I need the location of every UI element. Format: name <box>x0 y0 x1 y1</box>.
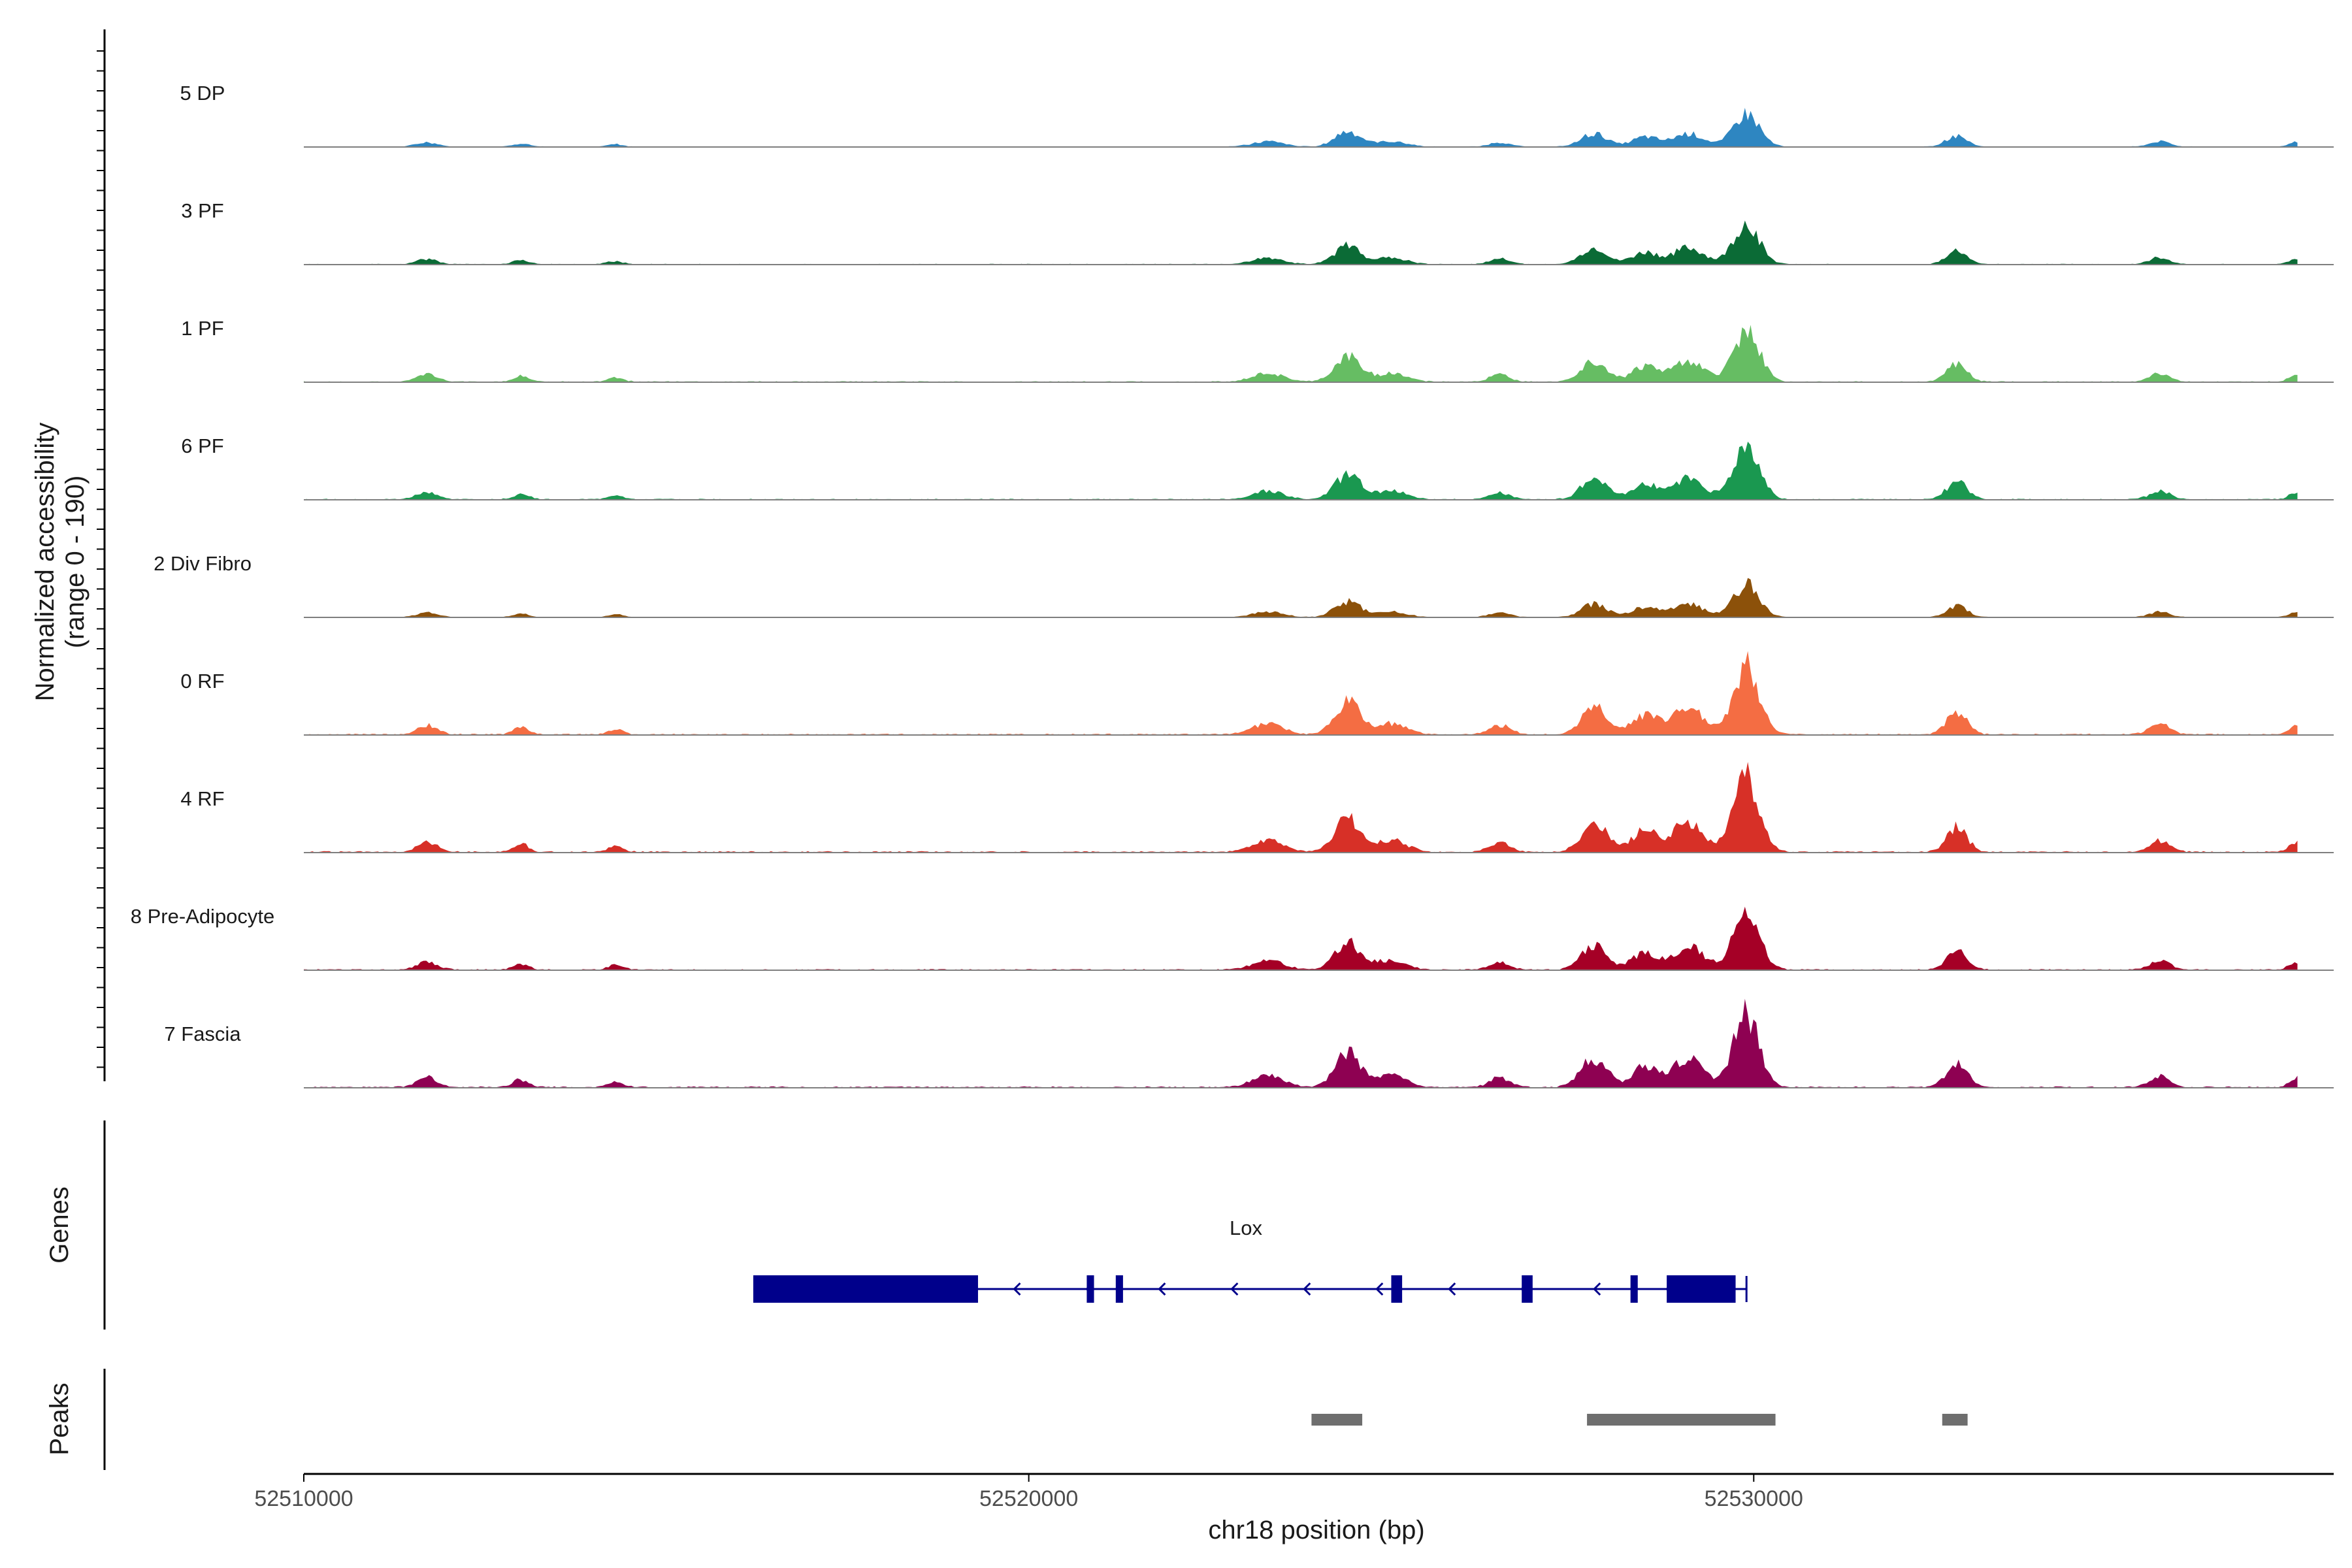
gene-exon <box>1086 1275 1094 1303</box>
y-axis-title: Normalized accessibility (range 0 - 190) <box>31 423 90 702</box>
track-6-pf: 6 PF <box>181 434 2334 500</box>
track-label: 1 PF <box>181 317 223 340</box>
track-label: 8 Pre-Adipocyte <box>131 905 275 928</box>
peaks-panel-title: Peaks <box>45 1382 74 1455</box>
strand-arrow <box>1158 1282 1166 1296</box>
peak-bar <box>1587 1414 1776 1426</box>
gene-model <box>753 1275 1748 1303</box>
gene-exon <box>1391 1275 1403 1303</box>
track-signal <box>304 325 2298 382</box>
track-label: 5 DP <box>180 82 225 105</box>
peak-bar <box>1311 1414 1363 1426</box>
track-label: 3 PF <box>181 199 223 222</box>
track-signal <box>304 108 2298 147</box>
track-signal <box>304 578 2298 617</box>
track-label: 7 Fascia <box>164 1022 241 1045</box>
strand-arrow <box>1375 1282 1384 1296</box>
track-signal <box>304 651 2298 735</box>
track-5-dp: 5 DP <box>180 82 2334 148</box>
gene-exon <box>753 1275 978 1303</box>
track-signal <box>304 906 2298 970</box>
gene-label: Lox <box>1230 1217 1262 1239</box>
x-axis-title: chr18 position (bp) <box>1208 1516 1424 1544</box>
track-label: 0 RF <box>180 670 224 693</box>
track-label: 2 Div Fibro <box>154 552 252 575</box>
track-2-div-fibro: 2 Div Fibro <box>154 552 2334 618</box>
gene-exon <box>1667 1275 1736 1303</box>
track-0-rf: 0 RF <box>180 651 2334 736</box>
track-label: 6 PF <box>181 434 223 457</box>
track-3-pf: 3 PF <box>181 199 2334 265</box>
x-tick-label: 52530000 <box>1705 1486 1803 1511</box>
x-axis: chr18 position (bp) 52510000 52520000 5253… <box>254 1473 2334 1544</box>
genes-panel-title: Genes <box>45 1186 74 1264</box>
track-4-rf: 4 RF <box>180 762 2334 853</box>
gene-exon <box>1522 1275 1533 1303</box>
gene-exon <box>1630 1275 1638 1303</box>
x-tick-label: 52520000 <box>979 1486 1078 1511</box>
peaks-panel: Peaks <box>45 1369 1968 1470</box>
x-tick-label: 52510000 <box>254 1486 353 1511</box>
y-axis-title-main: Normalized accessibility <box>31 423 59 702</box>
strand-arrow <box>1303 1282 1311 1296</box>
track-signal <box>304 998 2298 1088</box>
y-axis-title-range: (range 0 - 190) <box>61 476 90 649</box>
track-signal <box>304 762 2298 853</box>
peak-bars <box>1311 1414 1968 1426</box>
strand-arrow <box>1230 1282 1239 1296</box>
track-1-pf: 1 PF <box>181 317 2334 383</box>
track-7-fascia: 7 Fascia <box>164 998 2334 1088</box>
peak-bar <box>1942 1414 1968 1426</box>
track-8-pre-adipocyte: 8 Pre-Adipocyte <box>131 905 2334 971</box>
track-signal <box>304 220 2298 265</box>
coverage-y-axis <box>97 29 106 1081</box>
gene-exon <box>1115 1275 1123 1303</box>
strand-arrow <box>1448 1282 1456 1296</box>
coverage-tracks: 5 DP 3 PF 1 PF 6 PF 2 Div Fibro 0 RF 4 RF 8 Pre… <box>131 82 2334 1088</box>
track-signal <box>304 442 2298 500</box>
strand-arrow <box>1013 1282 1021 1296</box>
genes-panel: Genes Lox <box>45 1120 1748 1330</box>
strand-arrow <box>1593 1282 1601 1296</box>
track-label: 4 RF <box>180 787 224 810</box>
